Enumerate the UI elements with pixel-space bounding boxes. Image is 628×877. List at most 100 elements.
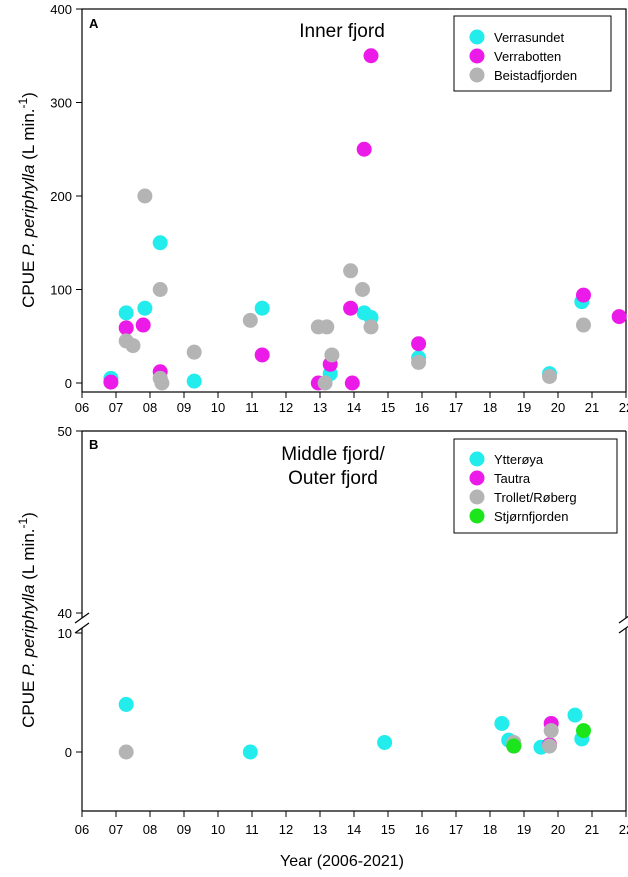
- legend-label: Verrabotten: [494, 49, 561, 64]
- x-tick-label: 19: [517, 822, 531, 837]
- axis-break-mark: [74, 622, 90, 634]
- data-point-verrasundet: [186, 373, 202, 389]
- panel-a-x-ticks: 06 07 08 09 10 11 12 13 14 15 16 17 18 19 20 21 22: [75, 392, 628, 415]
- legend-marker: [469, 451, 485, 467]
- data-point-stj-rnfjorden: [576, 723, 591, 739]
- data-point-verrasundet: [254, 300, 270, 316]
- y-label-close: ): [19, 512, 38, 518]
- data-point-verrabotten: [343, 300, 359, 316]
- x-tick-label: 06: [75, 400, 89, 415]
- y-tick-label: 300: [50, 96, 72, 111]
- legend-marker: [469, 508, 485, 524]
- y-label-prefix: CPUE: [19, 676, 38, 728]
- legend-marker: [469, 470, 485, 486]
- panel-a-title: Inner fjord: [299, 21, 385, 42]
- legend-label: Trollet/Røberg: [494, 490, 577, 505]
- x-tick-label: 13: [313, 822, 327, 837]
- data-point-verrasundet: [118, 305, 134, 321]
- x-tick-label: 14: [347, 400, 361, 415]
- panel-a-label: A: [89, 16, 99, 31]
- x-tick-label: 07: [109, 822, 123, 837]
- data-point-verrabotten: [356, 141, 372, 157]
- panel-a-y-axis-label: CPUE P. periphylla (L min.-1): [16, 92, 38, 308]
- data-point-beistadfjorden: [576, 317, 591, 333]
- data-point-beistadfjorden: [186, 344, 202, 360]
- data-point-verrabotten: [344, 375, 360, 391]
- y-label-unit: (L min.: [19, 108, 38, 164]
- data-point-beistadfjorden: [411, 354, 427, 370]
- panel-b-y-axis-label: CPUE P. periphylla (L min.-1): [16, 512, 38, 728]
- data-point-verrasundet: [152, 235, 168, 251]
- y-label-exponent: -1: [16, 517, 30, 528]
- data-point-stj-rnfjorden: [506, 738, 522, 754]
- axis-break-mark: [618, 625, 628, 634]
- x-tick-label: 11: [245, 400, 259, 415]
- axis-break-mark: [618, 615, 628, 624]
- legend-marker: [469, 489, 485, 505]
- data-point-verrabotten: [363, 48, 379, 64]
- axis-break-mark: [74, 612, 90, 624]
- legend-label: Ytterøya: [494, 452, 544, 467]
- data-point-beistadfjorden: [125, 338, 141, 354]
- x-tick-label: 09: [177, 822, 191, 837]
- y-label-exponent: -1: [16, 97, 30, 108]
- y-tick-label: 0: [65, 745, 72, 760]
- data-point-verrabotten: [103, 374, 119, 390]
- y-tick-label: 400: [50, 2, 72, 17]
- x-tick-label: 18: [483, 822, 497, 837]
- x-tick-label: 19: [517, 400, 531, 415]
- x-tick-label: 20: [551, 822, 565, 837]
- x-tick-label: 10: [211, 822, 225, 837]
- data-point-ytter-ya: [377, 734, 393, 750]
- legend-marker: [469, 67, 485, 83]
- legend-label: Verrasundet: [494, 30, 564, 45]
- y-label-species: P. periphylla: [19, 165, 38, 256]
- y-label-prefix: CPUE: [19, 256, 38, 308]
- data-point-beistadfjorden: [363, 319, 379, 335]
- panel-a: 06 07 08 09 10 11 12 13 14 15 16 17 18 19 20 21 22 0 100 2…: [16, 2, 628, 415]
- data-point-beistadfjorden: [152, 282, 168, 297]
- data-point-ytter-ya: [118, 696, 134, 712]
- x-tick-label: 15: [381, 400, 395, 415]
- data-point-beistadfjorden: [324, 347, 340, 363]
- data-point-beistadfjorden: [137, 188, 153, 204]
- y-tick-label: 100: [50, 283, 72, 298]
- x-tick-label: 10: [211, 400, 225, 415]
- x-tick-label: 06: [75, 822, 89, 837]
- y-tick-label: 10: [58, 626, 72, 641]
- panel-b-x-ticks: 06 07 08 09 10 11 12 13 14 15 16 17 18 19 20 21 22: [75, 811, 628, 837]
- data-point-ytter-ya: [567, 707, 583, 723]
- x-tick-label: 16: [415, 822, 429, 837]
- data-point-verrabotten: [118, 320, 134, 336]
- data-point-verrabotten: [135, 317, 151, 333]
- data-point-trollet-r-berg: [118, 744, 134, 760]
- panel-b: 06 07 08 09 10 11 12 13 14 15 16 17 18 19 20 21 22 40 50 0…: [16, 424, 628, 837]
- data-point-beistadfjorden: [242, 312, 258, 328]
- legend-label: Beistadfjorden: [494, 68, 577, 83]
- data-point-trollet-r-berg: [543, 723, 559, 739]
- x-tick-label: 08: [143, 822, 157, 837]
- y-label-close: ): [19, 92, 38, 98]
- x-tick-label: 22: [619, 822, 628, 837]
- x-tick-label: 20: [551, 400, 565, 415]
- x-tick-label: 22: [619, 400, 628, 415]
- x-tick-label: 17: [449, 400, 463, 415]
- panel-b-title-line1: Middle fjord/: [281, 444, 385, 465]
- legend-marker: [469, 29, 485, 45]
- panel-b-title-line2: Outer fjord: [288, 468, 378, 489]
- x-tick-label: 12: [279, 400, 293, 415]
- data-point-beistadfjorden: [154, 375, 170, 391]
- x-tick-label: 12: [279, 822, 293, 837]
- data-point-verrabotten: [411, 336, 427, 352]
- x-tick-label: 21: [585, 822, 599, 837]
- data-point-verrabotten: [576, 287, 591, 303]
- x-tick-label: 07: [109, 400, 123, 415]
- data-point-verrabotten: [611, 309, 627, 325]
- data-point-beistadfjorden: [542, 368, 557, 384]
- data-point-beistadfjorden: [343, 263, 359, 279]
- panel-b-label: B: [89, 437, 98, 452]
- y-tick-label: 40: [58, 606, 72, 621]
- legend-label: Stjørnfjorden: [494, 509, 568, 524]
- x-axis-label: Year (2006-2021): [280, 853, 404, 870]
